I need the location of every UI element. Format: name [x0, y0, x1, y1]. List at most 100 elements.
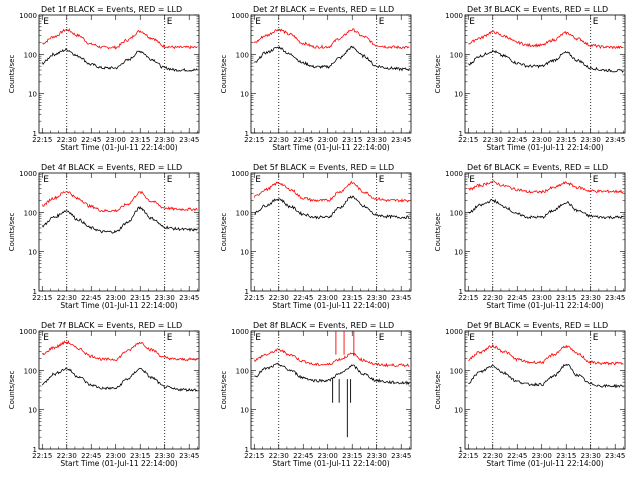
- y-tick-label: 100: [24, 51, 37, 59]
- x-tick-label: 23:00: [318, 136, 338, 144]
- marker-label: E: [593, 333, 599, 343]
- marker-label: E: [593, 175, 599, 185]
- chart-panel-9: Det 9f BLACK = Events, RED = LLD 1 10 100 10…: [434, 321, 626, 468]
- x-tick-label: 23:45: [179, 452, 199, 460]
- x-tick-label: 23:15: [130, 136, 150, 144]
- y-axis-label: Counts/sec: [220, 213, 228, 252]
- x-tick-label: 23:45: [391, 452, 411, 460]
- x-tick-label: 23:00: [318, 294, 338, 302]
- y-tick-label: 1000: [19, 12, 37, 20]
- x-tick-label: 22:30: [57, 294, 77, 302]
- y-tick-label: 10: [240, 91, 249, 99]
- x-tick-label: 22:15: [458, 294, 478, 302]
- lld-series-line: [42, 339, 198, 362]
- x-tick-label: 22:45: [81, 294, 101, 302]
- x-tick-label: 22:45: [507, 452, 527, 460]
- chart-title: Det 8f BLACK = Events, RED = LLD: [253, 321, 394, 330]
- x-axis-label: Start Time (01-Jul-11 22:14:00): [60, 143, 177, 152]
- x-tick-label: 22:45: [293, 136, 313, 144]
- chart-panel-7: Det 7f BLACK = Events, RED = LLD 1 10 100 10…: [8, 321, 200, 468]
- y-tick-label: 10: [454, 407, 463, 415]
- y-axis-label: Counts/sec: [220, 371, 228, 410]
- lld-series-line: [41, 190, 198, 213]
- y-tick-label: 1000: [231, 12, 249, 20]
- y-axis-label: Counts/sec: [434, 55, 442, 94]
- y-tick-label: 1000: [231, 328, 249, 336]
- y-tick-label: 1000: [19, 328, 37, 336]
- x-tick-label: 22:45: [507, 136, 527, 144]
- x-axis-label: Start Time (01-Jul-11 22:14:00): [486, 459, 603, 468]
- x-tick-label: 22:45: [81, 136, 101, 144]
- plot-frame: [250, 172, 412, 292]
- marker-label: E: [379, 333, 385, 343]
- y-tick-label: 100: [236, 367, 249, 375]
- x-tick-label: 23:30: [581, 452, 601, 460]
- x-tick-label: 22:15: [244, 294, 264, 302]
- x-tick-label: 22:15: [32, 136, 52, 144]
- x-tick-label: 23:15: [130, 294, 150, 302]
- marker-label: E: [43, 333, 49, 343]
- x-tick-label: 22:30: [269, 136, 289, 144]
- y-axis-label: Counts/sec: [220, 55, 228, 94]
- x-tick-label: 23:15: [556, 294, 576, 302]
- x-tick-label: 23:30: [155, 136, 175, 144]
- events-series-line: [254, 362, 410, 386]
- x-tick-label: 22:45: [293, 294, 313, 302]
- x-axis-label: Start Time (01-Jul-11 22:14:00): [272, 143, 389, 152]
- y-axis-label: Counts/sec: [8, 371, 16, 410]
- y-tick-label: 1: [245, 446, 249, 454]
- marker-label: E: [469, 175, 475, 185]
- x-tick-label: 23:00: [106, 452, 126, 460]
- events-series-line: [41, 367, 198, 392]
- y-tick-label: 1000: [231, 170, 249, 178]
- y-tick-label: 1: [459, 130, 463, 138]
- y-tick-label: 10: [454, 91, 463, 99]
- lld-series-line: [253, 28, 410, 50]
- x-tick-label: 23:00: [532, 452, 552, 460]
- y-tick-label: 10: [240, 249, 249, 257]
- y-tick-label: 1000: [445, 12, 463, 20]
- x-tick-label: 22:30: [483, 136, 503, 144]
- x-tick-label: 22:30: [57, 136, 77, 144]
- x-tick-label: 23:00: [532, 136, 552, 144]
- events-series-line: [468, 363, 624, 389]
- marker-label: E: [593, 17, 599, 27]
- y-tick-label: 1000: [19, 170, 37, 178]
- x-tick-label: 22:15: [244, 452, 264, 460]
- plot-frame: [250, 330, 412, 450]
- marker-label: E: [469, 17, 475, 27]
- x-tick-label: 23:00: [106, 294, 126, 302]
- chart-panel-1: Det 1f BLACK = Events, RED = LLD 1 10 100 10…: [8, 5, 200, 152]
- y-tick-label: 1: [33, 130, 37, 138]
- y-axis-label: Counts/sec: [8, 55, 16, 94]
- marker-label: E: [379, 175, 385, 185]
- x-axis-label: Start Time (01-Jul-11 22:14:00): [486, 301, 603, 310]
- y-tick-label: 1000: [445, 170, 463, 178]
- x-tick-label: 22:15: [32, 294, 52, 302]
- x-tick-label: 23:30: [367, 136, 387, 144]
- x-tick-label: 23:45: [391, 136, 411, 144]
- plot-frame: [464, 172, 626, 292]
- chart-panel-5: Det 5f BLACK = Events, RED = LLD 1 10 100 10…: [220, 163, 412, 310]
- plot-frame: [38, 172, 200, 292]
- events-series-line: [254, 45, 410, 72]
- x-tick-label: 23:30: [155, 452, 175, 460]
- chart-panel-3: Det 3f BLACK = Events, RED = LLD 1 10 100 10…: [434, 5, 626, 152]
- x-tick-label: 23:45: [179, 136, 199, 144]
- y-tick-label: 10: [240, 407, 249, 415]
- y-axis-label: Counts/sec: [8, 213, 16, 252]
- x-tick-label: 23:45: [605, 136, 625, 144]
- x-tick-label: 23:45: [391, 294, 411, 302]
- marker-label: E: [167, 17, 173, 27]
- chart-title: Det 5f BLACK = Events, RED = LLD: [253, 163, 394, 172]
- marker-label: E: [255, 333, 261, 343]
- x-tick-label: 22:15: [458, 136, 478, 144]
- x-tick-label: 23:45: [179, 294, 199, 302]
- lld-series-line: [468, 180, 624, 194]
- x-tick-label: 23:15: [342, 294, 362, 302]
- y-tick-label: 1: [33, 446, 37, 454]
- y-tick-label: 100: [450, 209, 463, 217]
- plot-frame: [38, 14, 200, 134]
- y-tick-label: 100: [24, 367, 37, 375]
- chart-title: Det 4f BLACK = Events, RED = LLD: [41, 163, 182, 172]
